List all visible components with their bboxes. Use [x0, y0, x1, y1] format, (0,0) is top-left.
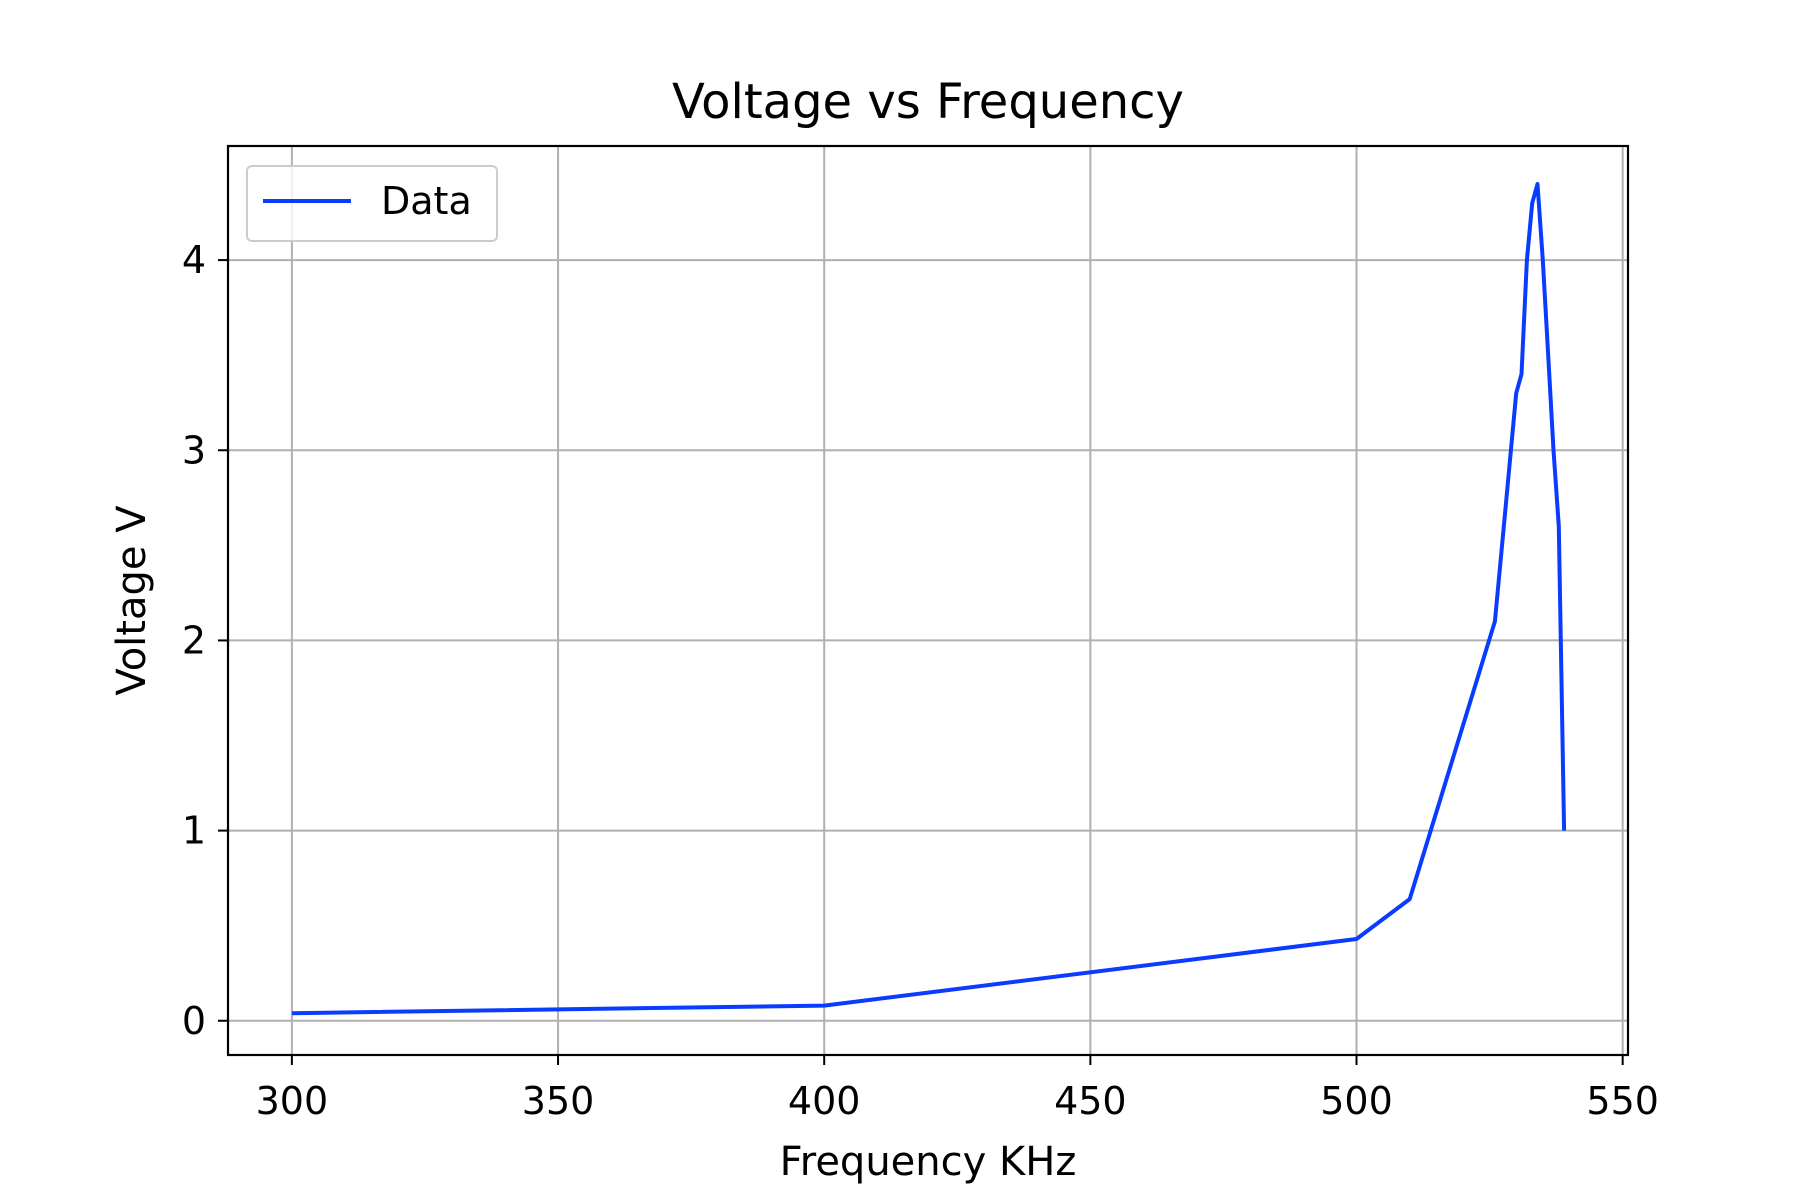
series-layer	[291, 182, 1567, 1016]
x-tick-label: 450	[1054, 1079, 1127, 1123]
grid	[228, 146, 1628, 1055]
x-axis-title: Frequency KHz	[780, 1139, 1077, 1185]
legend-box	[246, 165, 498, 242]
y-axis-title: Voltage V	[109, 505, 155, 696]
y-tick-label: 1	[182, 809, 206, 853]
y-tick-label: 2	[182, 618, 206, 662]
y-tick-label: 0	[182, 999, 206, 1043]
x-tick-label: 550	[1586, 1079, 1659, 1123]
x-tick-label: 500	[1320, 1079, 1393, 1123]
series-line-data	[291, 182, 1567, 1016]
x-tick-label: 400	[788, 1079, 861, 1123]
plot-frame	[226, 144, 1630, 1057]
chart-title: Voltage vs Frequency	[672, 74, 1184, 130]
x-tick-label: 350	[522, 1079, 595, 1123]
axis-ticks: 300 350 400 450 500 550 0 1 2 3 4	[182, 238, 1659, 1123]
y-tick-label: 3	[182, 428, 206, 472]
y-tick-label: 4	[182, 238, 206, 282]
x-tick-label: 300	[256, 1079, 329, 1123]
legend: Data	[246, 165, 498, 242]
legend-label-data: Data	[381, 179, 472, 223]
